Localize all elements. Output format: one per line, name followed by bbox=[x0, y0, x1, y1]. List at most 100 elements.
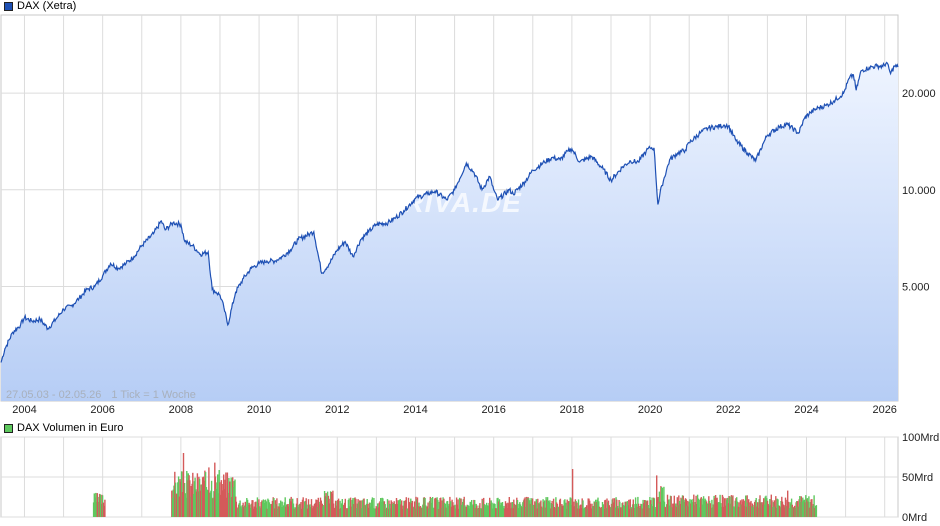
volume-bar bbox=[183, 483, 186, 517]
volume-bar bbox=[510, 507, 513, 517]
volume-bar bbox=[379, 501, 381, 517]
volume-bar bbox=[555, 502, 558, 517]
volume-bar bbox=[229, 497, 232, 517]
volume-bar bbox=[790, 503, 792, 517]
volume-bar bbox=[182, 453, 185, 517]
volume-bar bbox=[343, 504, 345, 517]
volume-bar bbox=[631, 508, 633, 517]
volume-bar bbox=[742, 499, 745, 517]
volume-bar bbox=[415, 496, 417, 517]
volume-bar bbox=[233, 481, 235, 517]
volume-bar bbox=[361, 500, 364, 517]
volume-bar bbox=[562, 505, 565, 517]
volume-bar bbox=[780, 501, 782, 517]
volume-bar bbox=[423, 497, 425, 517]
volume-bar bbox=[699, 499, 701, 517]
volume-bar bbox=[595, 502, 598, 517]
volume-bar bbox=[604, 499, 607, 517]
volume-bar bbox=[694, 502, 696, 517]
volume-bar bbox=[175, 493, 177, 517]
volume-bar bbox=[209, 492, 211, 517]
volume-bar bbox=[628, 499, 630, 517]
volume-bar bbox=[448, 503, 450, 517]
volume-bar bbox=[480, 508, 482, 517]
volume-bar bbox=[235, 501, 237, 517]
volume-bar bbox=[364, 505, 367, 517]
volume-bar bbox=[98, 493, 101, 517]
volume-bar bbox=[738, 502, 740, 517]
volume-bar bbox=[470, 502, 472, 517]
volume-bar bbox=[778, 506, 781, 517]
volume-bar bbox=[438, 501, 440, 517]
volume-bar bbox=[714, 495, 717, 517]
volume-bar bbox=[340, 503, 343, 517]
volume-bar bbox=[213, 491, 215, 517]
volume-bar bbox=[179, 479, 181, 517]
volume-bar bbox=[558, 507, 560, 517]
volume-bar bbox=[307, 499, 310, 517]
volume-bar bbox=[767, 503, 769, 517]
volume-bar bbox=[427, 502, 429, 517]
volume-bar bbox=[437, 499, 439, 517]
volume-bar bbox=[803, 499, 805, 517]
volume-bar bbox=[513, 503, 516, 517]
volume-bar bbox=[733, 507, 736, 517]
volume-bar bbox=[586, 505, 588, 517]
volume-bar bbox=[607, 500, 610, 517]
volume-bar bbox=[484, 504, 486, 517]
volume-bar bbox=[238, 503, 240, 517]
volume-bar bbox=[226, 472, 229, 517]
volume-bar bbox=[245, 507, 247, 517]
volume-bar bbox=[473, 499, 475, 517]
volume-bar bbox=[247, 504, 249, 517]
volume-bar bbox=[616, 499, 618, 517]
volume-bar bbox=[190, 486, 192, 517]
volume-bar bbox=[323, 505, 325, 517]
volume-bar bbox=[814, 505, 817, 517]
volume-bar bbox=[174, 471, 176, 517]
volume-bar bbox=[580, 504, 582, 517]
volume-bar bbox=[811, 505, 814, 517]
volume-bar bbox=[777, 499, 779, 517]
volume-bar bbox=[260, 502, 262, 517]
volume-bar bbox=[273, 498, 275, 517]
volume-bar bbox=[726, 497, 729, 517]
volume-bar bbox=[99, 494, 102, 517]
volume-bar bbox=[651, 497, 653, 517]
volume-bar bbox=[587, 498, 589, 517]
volume-bar bbox=[395, 504, 397, 517]
volume-bar bbox=[728, 496, 730, 517]
volume-bar bbox=[437, 509, 440, 517]
volume-bar bbox=[195, 491, 198, 517]
volume-y-tick-label: 100Mrd bbox=[902, 432, 939, 444]
volume-bar bbox=[769, 504, 772, 517]
volume-bar bbox=[723, 498, 726, 517]
volume-bar bbox=[334, 507, 336, 517]
volume-bar bbox=[649, 500, 652, 517]
volume-bar bbox=[542, 499, 544, 517]
volume-bar bbox=[335, 505, 337, 517]
volume-bar bbox=[445, 507, 447, 517]
volume-bar bbox=[791, 504, 793, 517]
volume-bar bbox=[802, 497, 804, 517]
volume-bar bbox=[239, 500, 241, 517]
volume-bar bbox=[490, 500, 492, 517]
volume-bar bbox=[559, 498, 562, 517]
volume-bar bbox=[537, 498, 539, 517]
volume-bar bbox=[187, 473, 189, 517]
volume-bar bbox=[446, 501, 449, 517]
volume-bar bbox=[625, 501, 627, 517]
volume-bar bbox=[706, 503, 708, 517]
volume-bar bbox=[771, 500, 773, 517]
volume-bar bbox=[194, 477, 196, 517]
volume-bar bbox=[331, 493, 333, 517]
volume-bar bbox=[493, 503, 495, 517]
volume-bar bbox=[282, 507, 284, 517]
volume-bar bbox=[396, 504, 398, 517]
x-tick-label: 2006 bbox=[90, 404, 114, 416]
volume-bar bbox=[689, 499, 691, 517]
volume-bar bbox=[758, 499, 760, 517]
volume-bar bbox=[442, 497, 444, 517]
volume-bar bbox=[200, 484, 202, 517]
